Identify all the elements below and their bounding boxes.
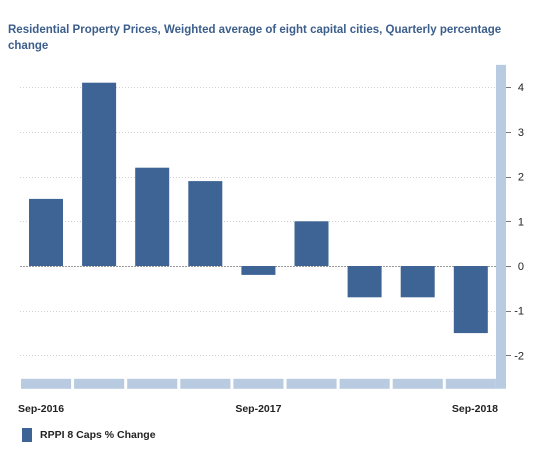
bar-mar-2018 [347,266,382,298]
x-axis-segment [233,378,284,389]
x-axis-segment [286,378,337,389]
x-axis-segment [21,378,72,389]
legend: RPPI 8 Caps % Change [22,428,156,442]
x-axis-segment [392,378,443,389]
bar-jun-2018 [400,266,435,298]
axes [21,64,511,389]
bars [29,82,488,334]
x-axis-segment [445,378,496,389]
x-axis-segment [127,378,178,389]
y-tick-label: 2 [518,172,524,184]
y-tick-label: 0 [518,261,524,273]
bar-sep-2017 [241,266,276,275]
x-tick-label: Sep-2017 [235,403,281,415]
bar-dec-2016 [82,82,117,266]
x-axis-segment [74,378,125,389]
y-tick-label: -1 [514,306,524,318]
y-tick-label: -2 [514,350,524,362]
bar-sep-2018 [453,266,488,334]
bar-sep-2016 [29,198,63,266]
x-axis-segment [180,378,231,389]
tick-labels: 4 3 2 1 0 -1 -2 Sep-2016 Sep-2017 Sep-2018 [18,82,524,415]
legend-swatch [22,428,32,442]
x-axis-segment [339,378,390,389]
bar-jun-2017 [188,181,223,266]
y-tick-label: 1 [518,216,524,228]
bar-dec-2017 [294,221,329,266]
legend-label: RPPI 8 Caps % Change [40,429,156,441]
x-tick-label: Sep-2016 [18,403,64,415]
x-tick-label: Sep-2018 [452,403,498,415]
y-tick-label: 4 [518,82,524,94]
y-tick-label: 3 [518,127,524,139]
y-axis-strip [496,64,506,389]
bar-mar-2017 [135,167,170,266]
chart-title: Residential Property Prices, Weighted av… [8,24,502,52]
